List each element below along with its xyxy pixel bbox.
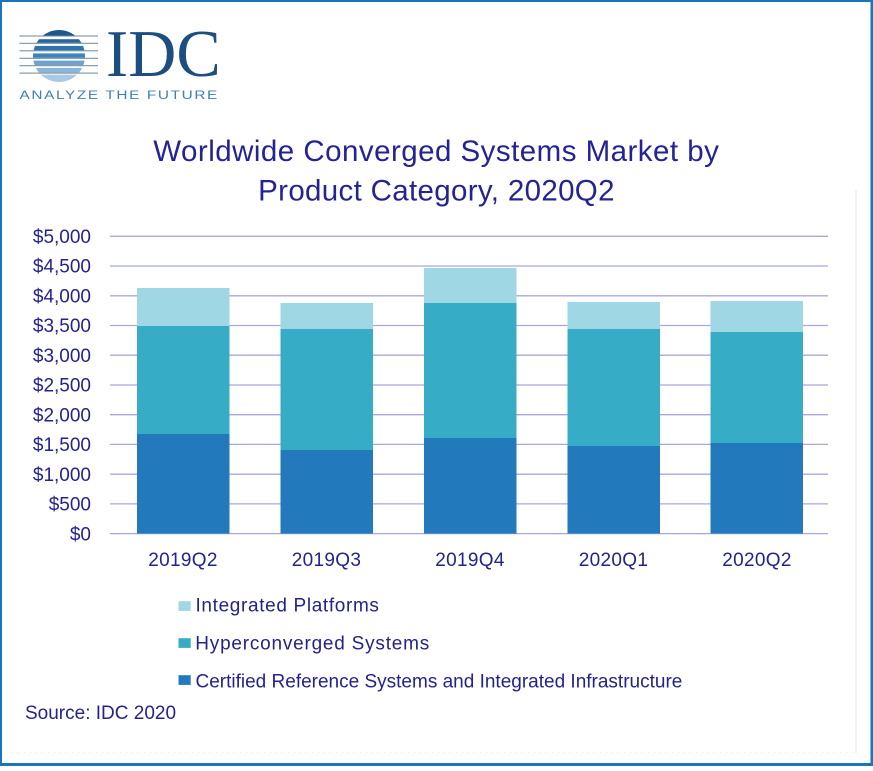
- svg-text:2019Q3: 2019Q3: [292, 550, 361, 571]
- svg-text:$4,500: $4,500: [33, 257, 91, 278]
- svg-text:Worldwide Converged Systems Ma: Worldwide Converged Systems Market by: [153, 135, 719, 168]
- svg-text:$2,500: $2,500: [33, 376, 91, 397]
- svg-text:2020Q1: 2020Q1: [579, 550, 648, 571]
- svg-text:$1,500: $1,500: [33, 435, 91, 456]
- svg-text:$1,000: $1,000: [33, 465, 91, 486]
- svg-text:Certified Reference Systems an: Certified Reference Systems and Integrat…: [196, 672, 683, 693]
- svg-text:$0: $0: [70, 524, 91, 545]
- svg-text:2020Q2: 2020Q2: [722, 550, 791, 571]
- svg-text:Hyperconverged Systems: Hyperconverged Systems: [195, 634, 430, 655]
- svg-text:Source: IDC 2020: Source: IDC 2020: [25, 703, 176, 724]
- svg-text:2019Q4: 2019Q4: [435, 550, 505, 571]
- svg-text:IDC: IDC: [106, 18, 221, 91]
- svg-text:$5,000: $5,000: [33, 227, 91, 248]
- svg-text:$3,500: $3,500: [33, 316, 91, 337]
- svg-text:Integrated Platforms: Integrated Platforms: [196, 596, 380, 617]
- svg-text:$500: $500: [49, 495, 91, 516]
- svg-text:2019Q2: 2019Q2: [148, 550, 217, 571]
- svg-text:$4,000: $4,000: [33, 287, 91, 308]
- svg-text:$3,000: $3,000: [33, 346, 91, 367]
- svg-text:ANALYZE THE FUTURE: ANALYZE THE FUTURE: [20, 89, 219, 102]
- svg-text:Product Category, 2020Q2: Product Category, 2020Q2: [258, 175, 615, 208]
- svg-text:$2,000: $2,000: [33, 405, 91, 426]
